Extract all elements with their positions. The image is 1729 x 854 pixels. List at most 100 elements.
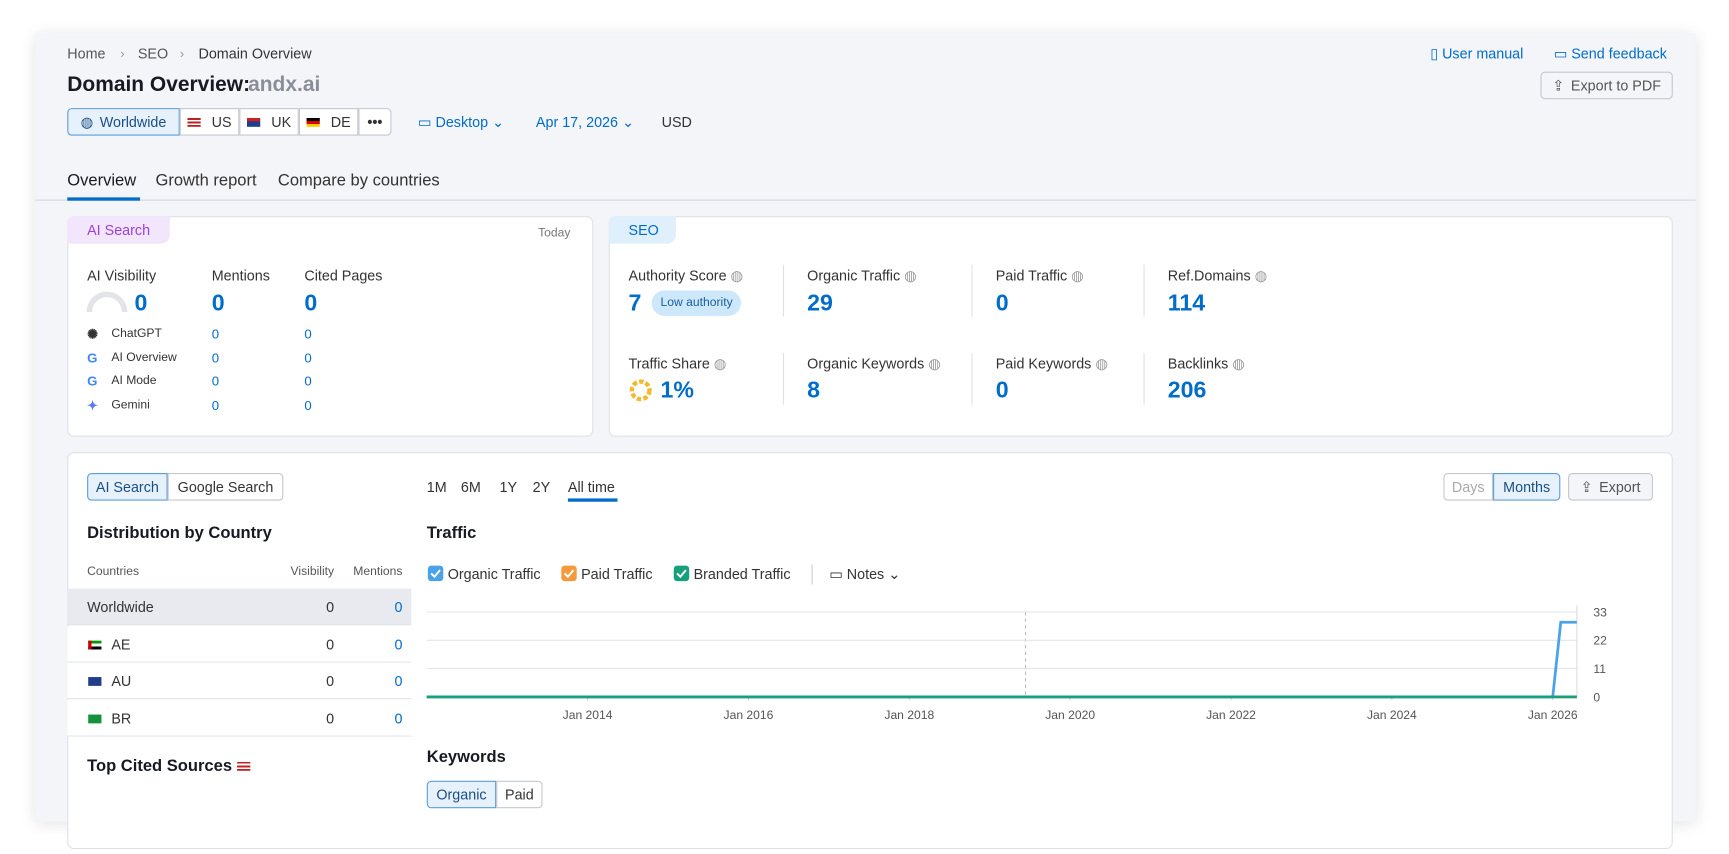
legend-checkbox[interactable] bbox=[673, 565, 690, 582]
device-text[interactable]: Desktop bbox=[435, 113, 489, 131]
engine-name: Gemini bbox=[111, 398, 150, 412]
more-regions-button[interactable]: ••• bbox=[358, 108, 392, 136]
tab[interactable]: Overview bbox=[67, 170, 137, 190]
metric-value[interactable]: 206 bbox=[1167, 377, 1207, 403]
metric-value[interactable]: 0 bbox=[995, 290, 1009, 316]
x-tick-label: Jan 2026 bbox=[1528, 708, 1578, 722]
traffic-title: Traffic bbox=[426, 523, 477, 543]
region-text[interactable]: DE bbox=[330, 113, 351, 131]
metric-separator bbox=[782, 264, 785, 317]
notes-text[interactable]: Notes bbox=[846, 565, 885, 583]
legend-checkbox[interactable] bbox=[561, 565, 577, 582]
granularity-button[interactable]: Months bbox=[1493, 473, 1561, 501]
info-icon[interactable]: ◍ bbox=[1091, 355, 1108, 372]
date-select[interactable]: Apr 17, 2026 ⌄ bbox=[535, 113, 635, 131]
country-mentions[interactable]: 0 bbox=[394, 598, 403, 616]
keywords-toggle[interactable]: Paid bbox=[496, 780, 543, 809]
info-icon[interactable]: ◍ bbox=[924, 355, 941, 372]
date-text[interactable]: Apr 17, 2026 bbox=[535, 113, 619, 131]
legend-label[interactable]: Organic Traffic bbox=[448, 567, 541, 583]
country-name: BR bbox=[111, 709, 132, 727]
country-mentions[interactable]: 0 bbox=[394, 672, 403, 690]
period-button[interactable]: 6M bbox=[460, 478, 481, 496]
export-text[interactable]: Export bbox=[1599, 478, 1641, 496]
engine-name: AI Mode bbox=[111, 374, 157, 388]
source-toggle[interactable]: AI Search bbox=[87, 473, 168, 501]
period-button[interactable]: All time bbox=[567, 478, 615, 496]
user-manual-text[interactable]: User manual bbox=[1442, 45, 1524, 62]
engine-mentions[interactable]: 0 bbox=[211, 326, 220, 342]
device-select[interactable]: ▭ Desktop ⌄ bbox=[417, 113, 505, 131]
legend-checkbox[interactable] bbox=[427, 565, 444, 582]
engine-cited[interactable]: 0 bbox=[304, 397, 312, 414]
info-icon[interactable]: ◍ bbox=[1067, 267, 1084, 284]
column-header: Countries bbox=[87, 565, 140, 579]
keywords-toggle[interactable]: Organic bbox=[426, 780, 497, 809]
ai-badge-bg bbox=[67, 216, 170, 244]
breadcrumb-link[interactable]: SEO bbox=[137, 45, 169, 62]
info-icon[interactable]: ◍ bbox=[1228, 355, 1245, 372]
ai-search-card bbox=[67, 216, 594, 437]
flag bbox=[187, 117, 201, 127]
region-text[interactable]: UK bbox=[271, 113, 292, 131]
export-button[interactable]: ⇪ Export bbox=[1568, 473, 1653, 501]
metric-value[interactable]: 114 bbox=[1167, 290, 1206, 316]
country-name: AU bbox=[111, 672, 132, 690]
engine-cited[interactable]: 0 bbox=[304, 374, 312, 390]
user-manual-link[interactable]: ▯ User manual bbox=[1430, 45, 1524, 62]
region-button[interactable]: ◍ Worldwide bbox=[67, 108, 180, 136]
metric-label: Paid Traffic ◍ bbox=[995, 267, 1084, 284]
info-icon[interactable]: ◍ bbox=[900, 267, 917, 284]
region-button[interactable]: UK bbox=[239, 108, 299, 136]
info-icon[interactable]: ◍ bbox=[726, 267, 744, 284]
metric-value[interactable]: 7 bbox=[628, 290, 642, 316]
metric-value[interactable]: 1% bbox=[660, 377, 694, 403]
metric-value: 0 bbox=[304, 290, 318, 316]
domain[interactable]: andx.ai bbox=[248, 73, 321, 97]
metric-separator bbox=[971, 352, 973, 405]
country-mentions[interactable]: 0 bbox=[394, 635, 403, 653]
authority-tag: Low authority bbox=[651, 290, 742, 317]
engine-mentions[interactable]: 0 bbox=[211, 397, 220, 414]
engine-cited[interactable]: 0 bbox=[304, 326, 312, 342]
tab[interactable]: Compare by countries bbox=[277, 170, 440, 190]
info-icon[interactable]: ◍ bbox=[1250, 267, 1268, 284]
flag bbox=[306, 117, 320, 127]
metric-value[interactable]: 0 bbox=[995, 377, 1009, 403]
region-text[interactable]: US bbox=[211, 113, 232, 131]
breadcrumb-link[interactable]: Home bbox=[67, 45, 106, 62]
engine-mentions[interactable]: 0 bbox=[211, 374, 220, 390]
period-button[interactable]: 1Y bbox=[499, 478, 518, 496]
period-button[interactable]: 1M bbox=[426, 478, 447, 496]
legend-label[interactable]: Paid Traffic bbox=[581, 567, 652, 583]
engine-mentions[interactable]: 0 bbox=[211, 350, 220, 366]
tab[interactable]: Growth report bbox=[155, 170, 257, 190]
feedback-text[interactable]: Send feedback bbox=[1571, 45, 1667, 62]
feedback-link[interactable]: ▭ Send feedback bbox=[1553, 45, 1667, 62]
info-icon[interactable]: ◍ bbox=[709, 355, 727, 372]
metric-label: Paid Keywords ◍ bbox=[995, 355, 1108, 372]
country-mentions[interactable]: 0 bbox=[394, 709, 403, 727]
period-button[interactable]: 2Y bbox=[532, 478, 551, 496]
engine-cited[interactable]: 0 bbox=[304, 350, 312, 366]
source-toggle[interactable]: Google Search bbox=[167, 473, 284, 501]
export-pdf-button[interactable]: ⇪ Export to PDF bbox=[1540, 71, 1673, 100]
flag bbox=[88, 677, 102, 686]
metric-value[interactable]: 29 bbox=[807, 290, 833, 316]
region-button[interactable]: DE bbox=[298, 108, 359, 136]
granularity-button[interactable]: Days bbox=[1443, 473, 1494, 501]
seo-card bbox=[608, 216, 1673, 437]
export-pdf-text[interactable]: Export to PDF bbox=[1570, 77, 1661, 94]
legend-label[interactable]: Branded Traffic bbox=[694, 567, 791, 583]
metric-label: Organic Keywords ◍ bbox=[807, 355, 941, 372]
table-row bbox=[67, 588, 412, 626]
metric-value[interactable]: 8 bbox=[807, 377, 821, 403]
region-text[interactable]: Worldwide bbox=[99, 113, 167, 131]
metric-label: Traffic Share ◍ bbox=[628, 355, 727, 372]
engine-icon: G bbox=[87, 374, 98, 390]
metric-separator bbox=[1143, 264, 1145, 317]
ai-badge: AI Search bbox=[87, 221, 151, 239]
notes-dropdown[interactable]: ▭ Notes ⌄ bbox=[829, 565, 901, 583]
region-button[interactable]: US bbox=[179, 108, 240, 136]
